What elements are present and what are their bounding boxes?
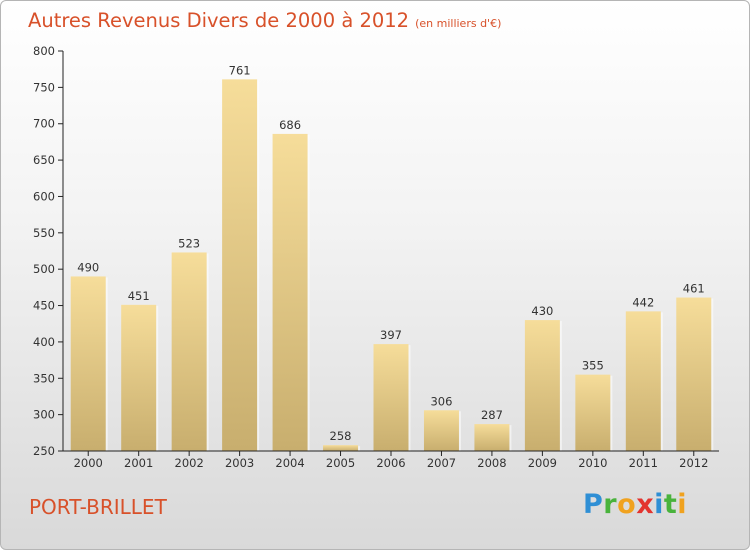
x-tick-label: 2003 — [225, 456, 254, 470]
bar — [575, 374, 611, 451]
x-tick-label: 2012 — [679, 456, 708, 470]
bar-value-label: 442 — [632, 295, 654, 309]
x-tick-label: 2007 — [427, 456, 456, 470]
bar — [524, 320, 560, 451]
bar — [373, 344, 409, 451]
x-tick-label: 2006 — [376, 456, 405, 470]
bar — [676, 297, 712, 451]
y-tick-label: 250 — [33, 444, 55, 458]
bar-value-label: 461 — [683, 282, 705, 296]
logo-letter: r — [603, 489, 618, 520]
y-tick-label: 300 — [33, 408, 55, 422]
x-tick-label: 2010 — [578, 456, 607, 470]
bar-value-label: 306 — [430, 394, 452, 408]
bar — [272, 133, 308, 451]
y-tick-label: 500 — [33, 262, 55, 276]
bar-value-label: 397 — [380, 328, 402, 342]
bar-value-label: 523 — [178, 236, 200, 250]
y-tick-label: 650 — [33, 153, 55, 167]
city-name: PORT-BRILLET — [29, 495, 167, 519]
bar-value-label: 355 — [582, 359, 604, 373]
logo-letter: o — [617, 489, 637, 520]
proxiti-logo: Proxiti — [583, 489, 687, 520]
x-tick-label: 2004 — [275, 456, 304, 470]
chart-title-text: Autres Revenus Divers de 2000 à 2012 — [28, 9, 410, 32]
bar — [474, 424, 510, 451]
x-tick-label: 2008 — [477, 456, 506, 470]
y-tick-label: 400 — [33, 335, 55, 349]
x-tick-label: 2011 — [629, 456, 658, 470]
x-tick-label: 2005 — [326, 456, 355, 470]
y-tick-label: 750 — [33, 80, 55, 94]
y-tick-label: 700 — [33, 117, 55, 131]
y-tick-label: 600 — [33, 189, 55, 203]
chart-title: Autres Revenus Divers de 2000 à 2012 (en … — [28, 9, 501, 32]
bar — [625, 311, 661, 451]
x-tick-label: 2002 — [175, 456, 204, 470]
y-tick-label: 800 — [33, 44, 55, 58]
bar-value-label: 451 — [128, 289, 150, 303]
bar — [323, 445, 359, 451]
bar — [121, 304, 157, 451]
bar-value-label: 287 — [481, 408, 503, 422]
y-tick-label: 550 — [33, 226, 55, 240]
x-tick-label: 2001 — [124, 456, 153, 470]
logo-letter: t — [663, 489, 678, 520]
logo-letter: i — [654, 489, 664, 520]
bar-value-label: 430 — [531, 304, 553, 318]
bar — [423, 410, 459, 451]
y-tick-label: 450 — [33, 299, 55, 313]
bar-value-label: 258 — [330, 429, 352, 443]
y-tick-label: 350 — [33, 371, 55, 385]
bar-value-label: 490 — [77, 260, 99, 274]
x-tick-label: 2000 — [74, 456, 103, 470]
bar — [171, 252, 207, 451]
x-tick-label: 2009 — [528, 456, 557, 470]
chart-subtitle: (en milliers d'€) — [415, 17, 502, 30]
logo-letter: P — [583, 489, 604, 520]
bar — [222, 79, 258, 451]
bar — [70, 276, 106, 451]
logo-letter: x — [636, 489, 655, 520]
logo-letter: i — [677, 489, 688, 520]
bar-value-label: 686 — [279, 118, 301, 132]
bar-value-label: 761 — [229, 63, 251, 77]
